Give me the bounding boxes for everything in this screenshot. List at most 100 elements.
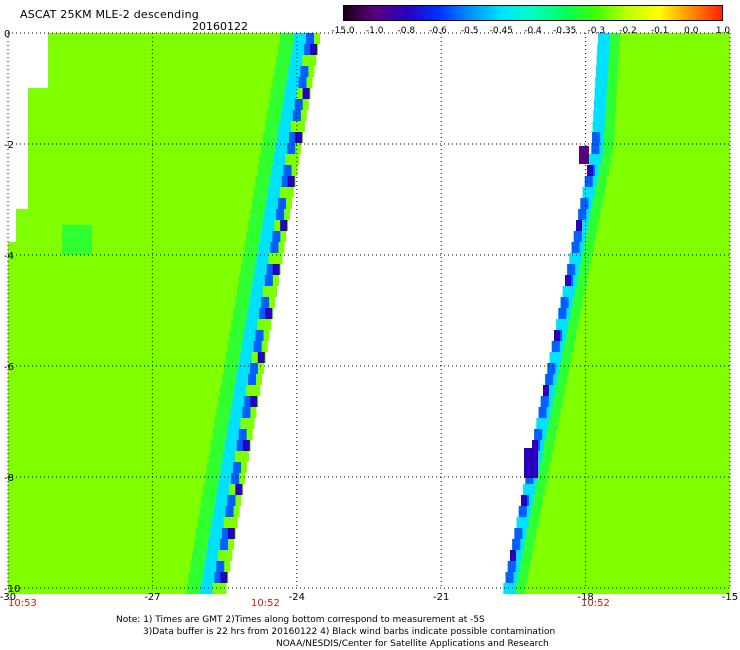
left-swath-edge [217, 484, 230, 495]
right-swath-row [567, 264, 730, 275]
left-swath-edge [221, 528, 230, 539]
left-swath-edge [251, 198, 266, 209]
left-swath-row [48, 55, 317, 66]
colorbar-tick-label: 1.0 [715, 26, 731, 36]
left-swath-edge [246, 231, 261, 242]
left-swath-edge [247, 308, 260, 319]
left-swath-row [28, 176, 296, 187]
right-swath-row [536, 418, 730, 429]
right-swath-row [549, 352, 730, 363]
right-swath-edge [573, 275, 587, 286]
left-swath-edge [197, 517, 212, 528]
right-swath-row [560, 297, 730, 308]
map-title: ASCAT 25KM MLE-2 descending [20, 8, 199, 21]
right-swath-edge [514, 528, 523, 539]
right-swath-edge [540, 440, 554, 451]
colorbar-tick-label: -1.0 [365, 26, 384, 36]
left-swath-edge [213, 506, 226, 517]
colorbar-tick-label: -0.8 [397, 26, 416, 36]
right-swath-edge [580, 198, 589, 209]
left-swath-edge [310, 44, 318, 55]
left-swath-edge [205, 473, 220, 484]
right-swath-edge [518, 550, 532, 561]
right-swath-row [554, 330, 730, 341]
left-swath-edge [262, 220, 275, 231]
left-swath-row [8, 561, 231, 572]
right-swath-edge [536, 418, 549, 429]
left-swath-edge [224, 440, 237, 451]
right-swath-row [584, 176, 730, 187]
left-swath-row [8, 264, 281, 275]
left-swath-edge [236, 286, 251, 297]
left-swath-edge [242, 407, 251, 418]
right-swath-edge [555, 363, 570, 374]
left-swath-row [48, 77, 313, 88]
left-swath-edge [214, 572, 223, 583]
right-swath-edge [515, 561, 530, 572]
left-swath-row [8, 242, 285, 253]
left-swath-edge [218, 396, 233, 407]
time-middle: 10:52 [251, 598, 280, 609]
left-swath-edge [274, 66, 289, 77]
colorbar-tick-label: -0.5 [460, 26, 479, 36]
left-swath-edge [199, 506, 214, 517]
left-swath-row [8, 352, 266, 363]
left-swath-edge [190, 561, 205, 572]
right-swath-edge [604, 55, 619, 66]
right-swath-edge [511, 583, 526, 594]
left-swath-edge [188, 572, 203, 583]
left-swath-edge [278, 44, 293, 55]
right-swath-edge [547, 363, 556, 374]
axis-ticks: -30 -27 -24 -21 -18 -15 0 -2 -4 -6 -8 -10 [0, 29, 738, 603]
left-swath-edge [200, 583, 213, 594]
left-swath-row [8, 297, 276, 308]
right-swath-row [562, 286, 730, 297]
left-swath-edge [249, 363, 258, 374]
left-swath-row [8, 396, 259, 407]
left-swath-edge [239, 352, 252, 363]
left-swath-edge [214, 418, 229, 429]
left-swath-edge [272, 231, 281, 242]
x-tick-label: -27 [144, 592, 160, 603]
right-swath-row [512, 539, 730, 550]
left-swath-row [8, 550, 233, 561]
left-swath-edge [276, 209, 285, 220]
right-swath-edge [545, 374, 554, 385]
left-swath-edge [227, 528, 235, 539]
gridlines [7, 32, 731, 589]
right-swath-edge [523, 484, 536, 495]
right-swath-row [525, 473, 730, 484]
right-swath-edge [575, 264, 590, 275]
left-swath-edge [192, 550, 207, 561]
left-swath-row [8, 418, 255, 429]
left-swath-edge [216, 561, 225, 572]
left-swath-edge [270, 88, 285, 99]
left-swath-row [8, 572, 229, 583]
left-swath-edge [245, 319, 258, 330]
left-swath-edge [233, 308, 248, 319]
left-swath-edge [202, 572, 215, 583]
left-swath-edge [229, 330, 244, 341]
left-swath-row [28, 132, 304, 143]
left-swath-edge [267, 187, 280, 198]
left-swath-edge [236, 374, 249, 385]
left-swath-row [28, 99, 309, 110]
left-swath-row [8, 506, 240, 517]
left-swath-row [8, 528, 236, 539]
colorbar-tick-label: -0.6 [429, 26, 447, 36]
right-swath-row [595, 77, 730, 88]
right-swath-row [597, 44, 730, 55]
left-swath-edge [287, 176, 295, 187]
right-swath-edge [589, 154, 602, 165]
left-swath-row [28, 121, 306, 132]
left-swath-edge [259, 154, 274, 165]
left-swath-edge [263, 132, 278, 143]
left-swath-row [28, 198, 292, 209]
left-swath-edge [302, 88, 310, 99]
right-swath-row [556, 319, 730, 330]
left-swath-row [8, 484, 244, 495]
time-left: 10:53 [8, 598, 37, 609]
right-swath-row [514, 528, 730, 539]
left-swath-edge [292, 44, 305, 55]
left-swath-row [8, 275, 279, 286]
